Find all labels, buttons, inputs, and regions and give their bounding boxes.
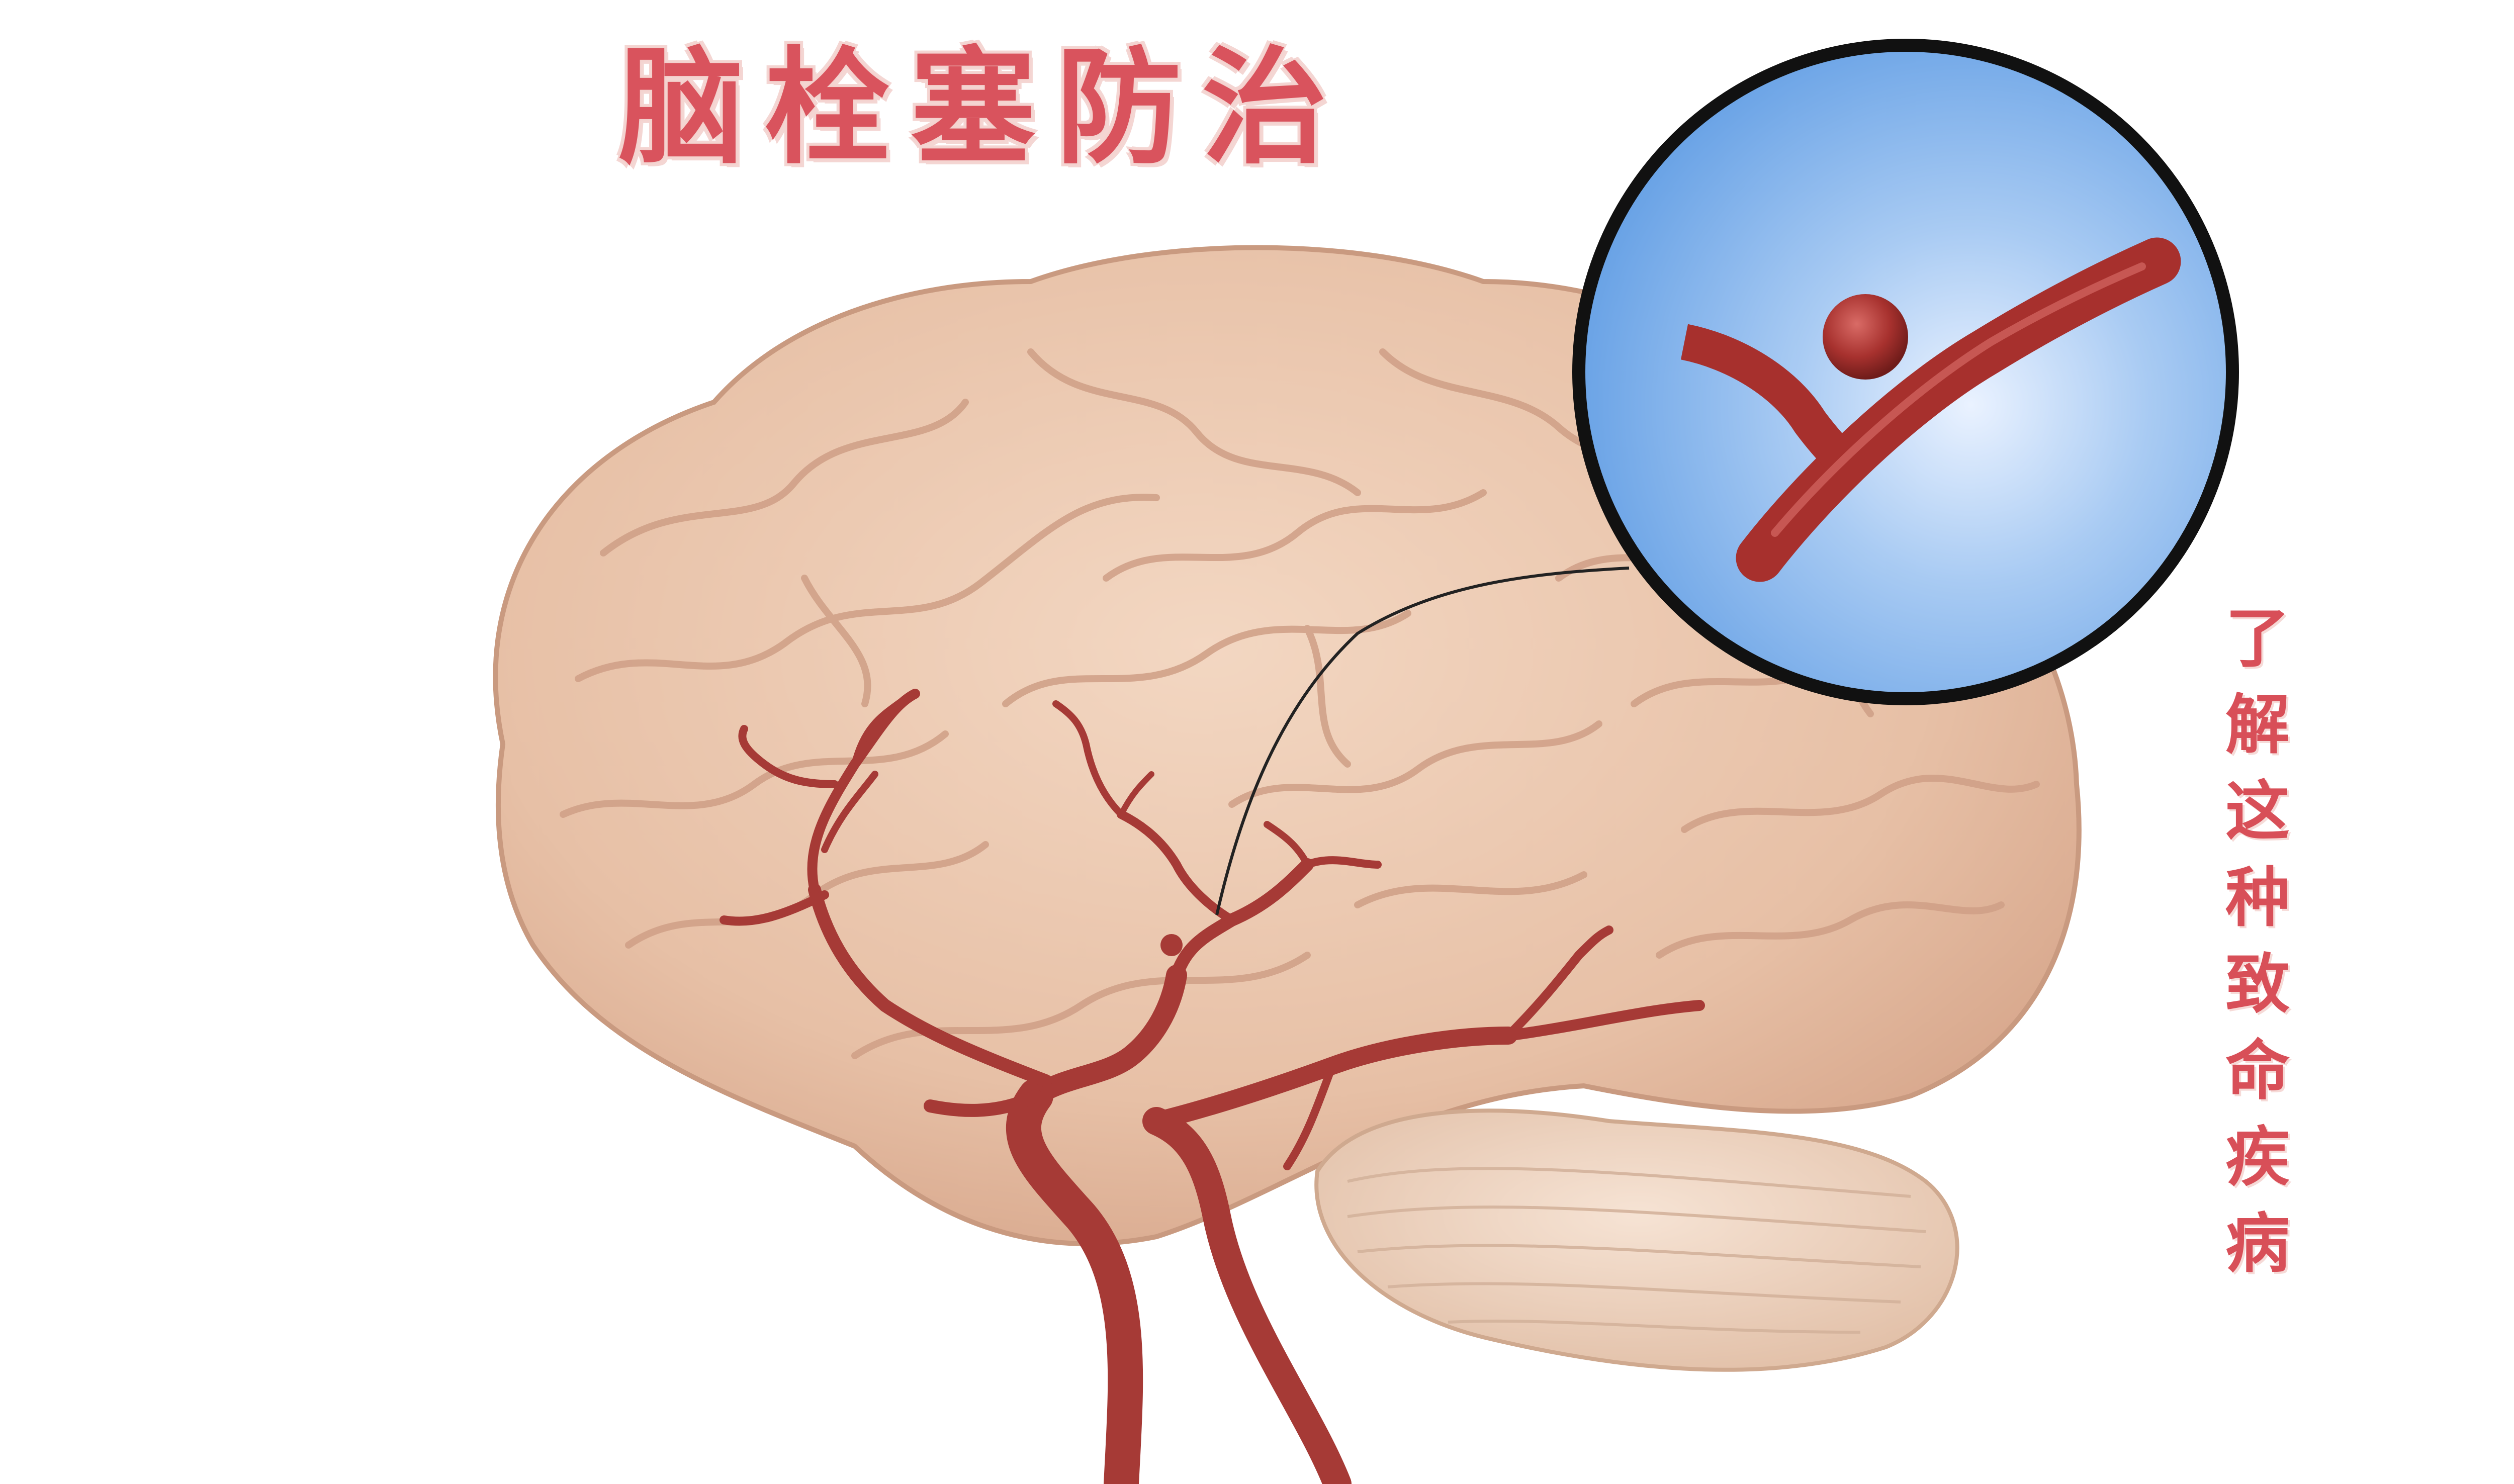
callout-line [1215,567,1630,915]
side-caption: 了 解 这 种 致 命 疾 病 [2207,596,2308,1287]
side-char: 疾 [2225,1120,2290,1195]
side-char: 命 [2225,1034,2290,1108]
side-char: 这 [2225,774,2290,849]
side-char: 种 [2225,861,2290,936]
page-title: 脑栓塞防治 [618,35,1348,181]
cerebral-artery-tree [720,689,1705,1484]
side-char: 了 [2225,601,2290,676]
side-char: 解 [2225,688,2290,763]
aneurysm-magnifier [1572,39,2239,705]
side-char: 致 [2225,947,2290,1022]
cerebellum [1314,1108,1959,1372]
side-char: 病 [2225,1207,2290,1281]
aneurysm-bulge [1823,294,1908,380]
